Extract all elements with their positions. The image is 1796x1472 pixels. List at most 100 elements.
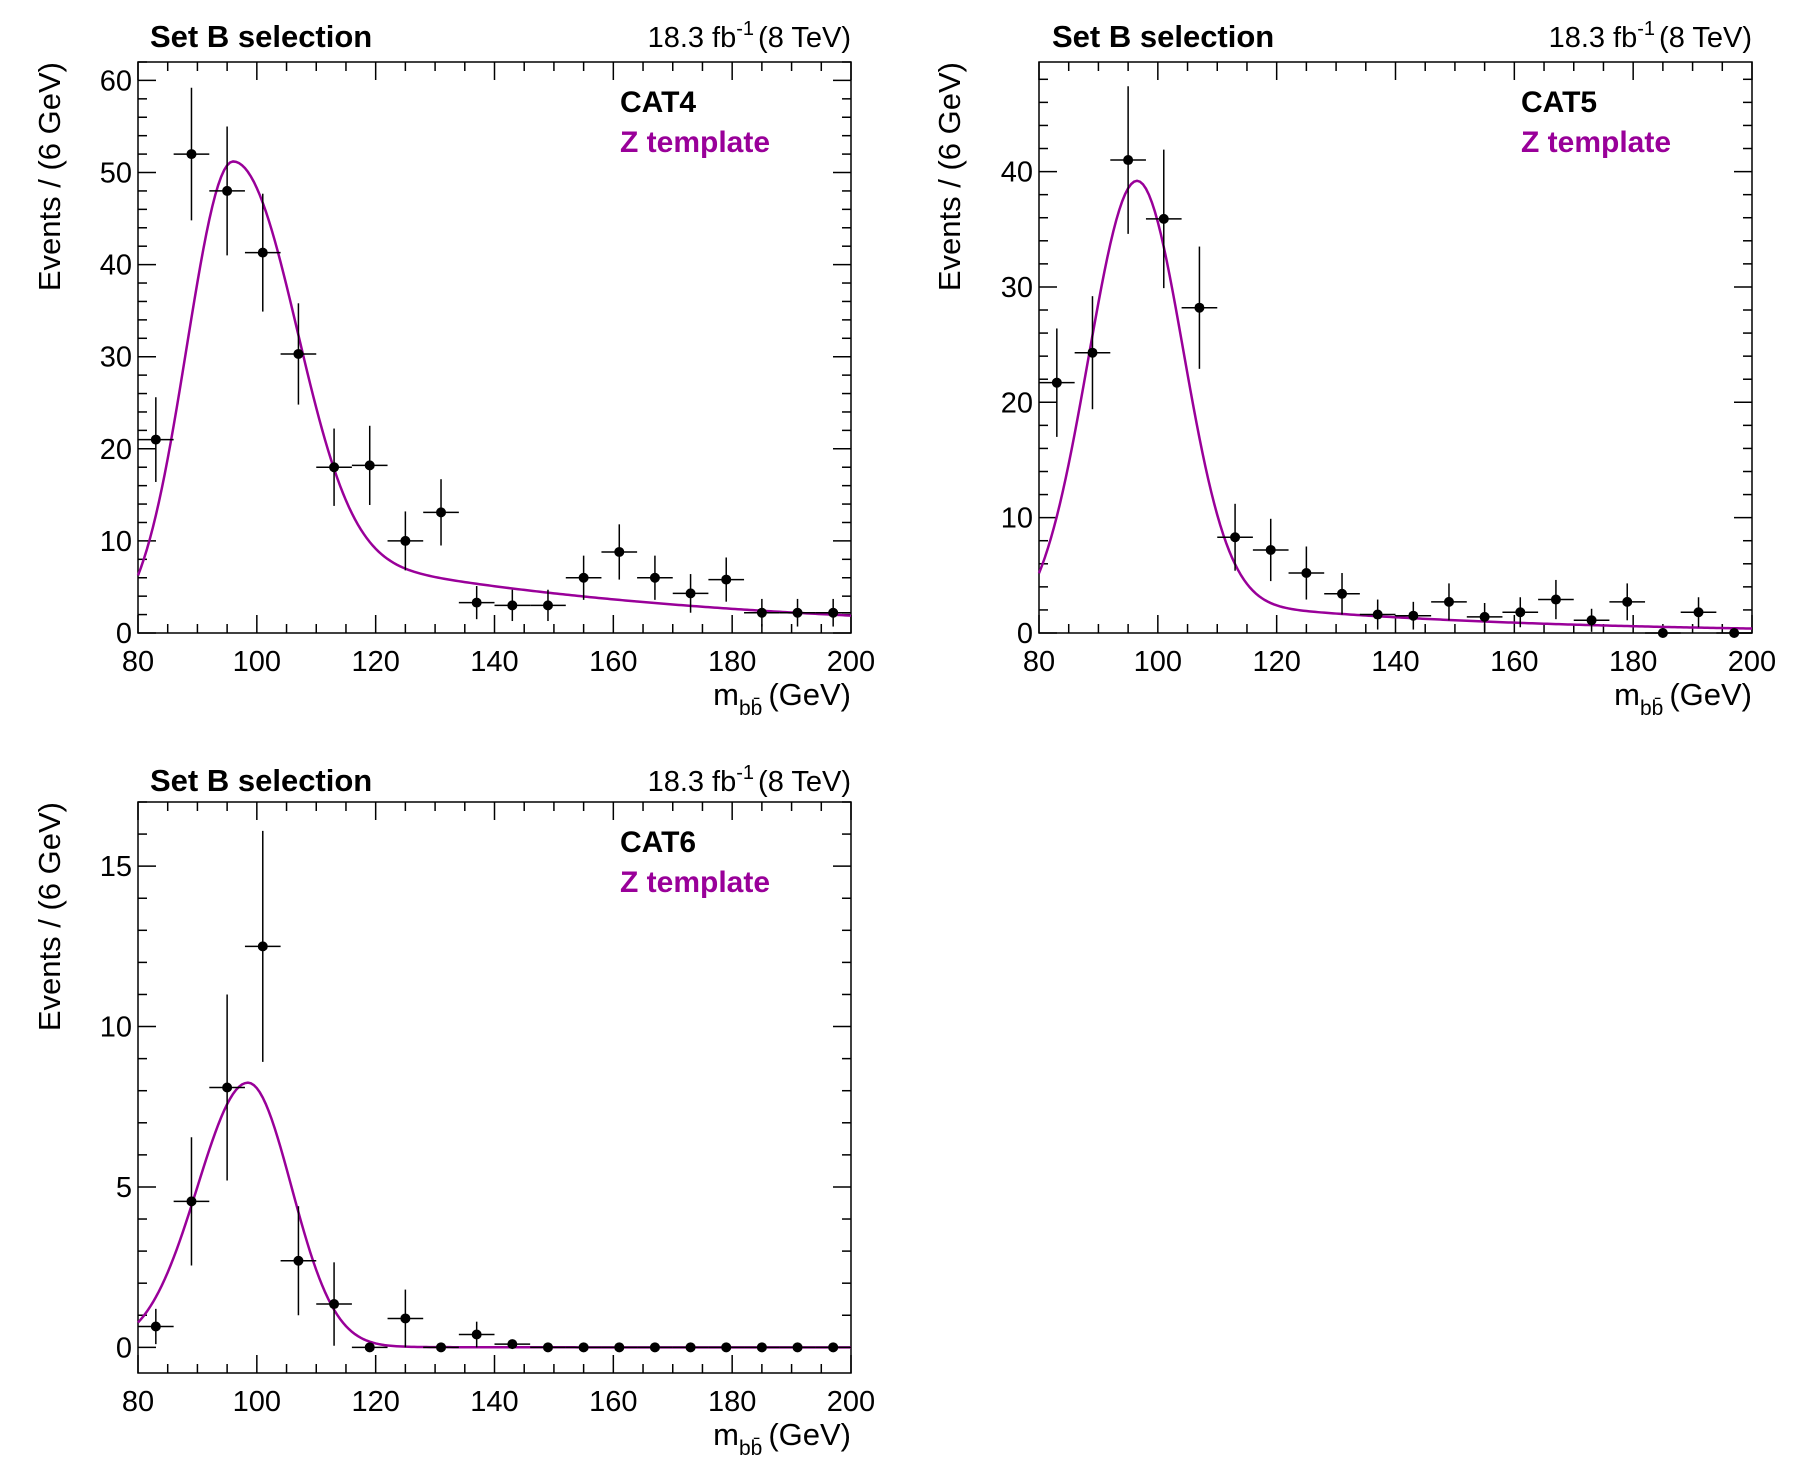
energy-label: (8 TeV): [758, 766, 851, 798]
data-marker: [364, 1342, 375, 1353]
data-marker: [685, 588, 696, 599]
data-point: [1680, 597, 1717, 628]
data-point: [316, 1262, 352, 1346]
data-marker: [542, 1342, 553, 1353]
model-legend-label: Z template: [620, 126, 770, 159]
x-tick-label: 140: [470, 1386, 518, 1418]
data-marker: [1657, 628, 1668, 638]
model-legend-label: Z template: [1521, 126, 1671, 159]
y-axis-label: Events / (6 GeV): [932, 62, 967, 291]
lumi-label: 18.3 fb-1 (8 TeV): [648, 18, 851, 54]
chart-cat5: Set B selection 18.3 fb-1 (8 TeV) 80 100 12…: [932, 18, 1776, 720]
x-tick-label: 200: [827, 1386, 875, 1418]
x-axis-label: mbb̄ (GeV): [1614, 677, 1752, 720]
chart-cat6: Set B selection 18.3 fb-1 (8 TeV) 80 100 12…: [32, 762, 875, 1460]
x-tick-label: 100: [233, 1386, 281, 1418]
lumi-label: 18.3 fb-1 (8 TeV): [648, 762, 851, 798]
data-point: [1359, 599, 1396, 630]
data-point: [530, 589, 566, 622]
data-point: [1181, 246, 1218, 369]
x-axis-label-main: m: [1614, 677, 1640, 712]
y-tick-label: 10: [1001, 503, 1033, 535]
x-tick-label: 120: [351, 646, 399, 678]
data-point: [1217, 503, 1253, 571]
lumi-value: 18.3 fb: [648, 22, 737, 54]
category-label: CAT6: [620, 826, 696, 859]
x-tick-label: 80: [1023, 646, 1055, 678]
data-marker: [756, 607, 767, 618]
data-marker: [685, 1342, 696, 1353]
y-tick-label: 50: [100, 158, 132, 190]
data-marker: [436, 507, 447, 518]
data-marker: [1515, 607, 1526, 618]
data-marker: [293, 1255, 304, 1266]
lumi-exponent: -1: [736, 762, 754, 784]
data-marker: [364, 460, 375, 471]
energy-label: (8 TeV): [1659, 22, 1752, 54]
data-point: [423, 1342, 459, 1353]
z-template-curve: [136, 160, 852, 617]
data-marker: [1586, 615, 1597, 626]
category-label: CAT4: [620, 86, 696, 119]
data-marker: [1230, 532, 1241, 543]
data-point: [815, 1342, 851, 1353]
x-axis-label: mbb̄ (GeV): [713, 1417, 851, 1460]
y-tick-label: 0: [1017, 618, 1033, 650]
data-marker: [1301, 568, 1312, 579]
category-label: CAT5: [1521, 86, 1597, 119]
data-point: [387, 511, 424, 571]
data-point: [1145, 149, 1182, 289]
data-marker: [186, 1196, 197, 1207]
data-marker: [721, 574, 732, 585]
data-marker: [792, 1342, 803, 1353]
data-marker: [507, 1339, 518, 1350]
data-marker: [257, 247, 268, 258]
data-point: [138, 397, 174, 482]
y-tick-label: 15: [100, 851, 132, 883]
data-point: [244, 830, 281, 1062]
y-tick-label: 10: [100, 526, 132, 558]
data-points: [138, 87, 851, 627]
tick-labels: 80 100 120 140 160 180 200 0 10 20 30 40 50 60: [100, 65, 875, 678]
data-points: [1039, 86, 1752, 638]
x-axis-label-sub: bb̄: [739, 1437, 762, 1460]
data-marker: [1337, 588, 1348, 599]
chart-cat4: Set B selection 18.3 fb-1 (8 TeV) 80 100 12…: [32, 18, 875, 720]
data-point: [423, 479, 459, 546]
data-marker: [471, 597, 482, 608]
x-tick-label: 140: [1371, 646, 1419, 678]
data-point: [637, 555, 673, 600]
data-marker: [649, 1342, 660, 1353]
data-marker: [436, 1342, 447, 1353]
data-marker: [1443, 596, 1454, 607]
data-point: [779, 1342, 816, 1353]
x-tick-label: 180: [708, 1386, 756, 1418]
data-marker: [150, 1321, 161, 1332]
data-point: [1395, 601, 1432, 630]
data-marker: [1087, 347, 1098, 358]
x-axis-label: mbb̄ (GeV): [713, 677, 851, 720]
lumi-exponent: -1: [1637, 18, 1655, 40]
x-tick-label: 100: [1134, 646, 1182, 678]
data-marker: [578, 572, 589, 583]
y-axis-label: Events / (6 GeV): [32, 62, 67, 291]
data-marker: [400, 535, 411, 546]
data-point: [637, 1342, 673, 1353]
data-point: [1431, 583, 1467, 621]
data-point: [601, 524, 638, 580]
data-point: [1252, 518, 1289, 582]
x-tick-label: 120: [1252, 646, 1300, 678]
tick-labels: 80 100 120 140 160 180 200 0 5 10 15: [100, 851, 875, 1418]
x-tick-label: 200: [1728, 646, 1776, 678]
data-point: [351, 425, 388, 505]
y-tick-label: 5: [116, 1172, 132, 1204]
x-tick-label: 160: [1490, 646, 1538, 678]
x-axis-label-main: m: [713, 1417, 739, 1452]
lumi-value: 18.3 fb: [1549, 22, 1638, 54]
data-marker: [150, 434, 161, 445]
data-point: [744, 1342, 780, 1353]
y-tick-label: 0: [116, 618, 132, 650]
x-tick-label: 120: [351, 1386, 399, 1418]
data-marker: [471, 1329, 482, 1340]
data-marker: [792, 607, 803, 618]
